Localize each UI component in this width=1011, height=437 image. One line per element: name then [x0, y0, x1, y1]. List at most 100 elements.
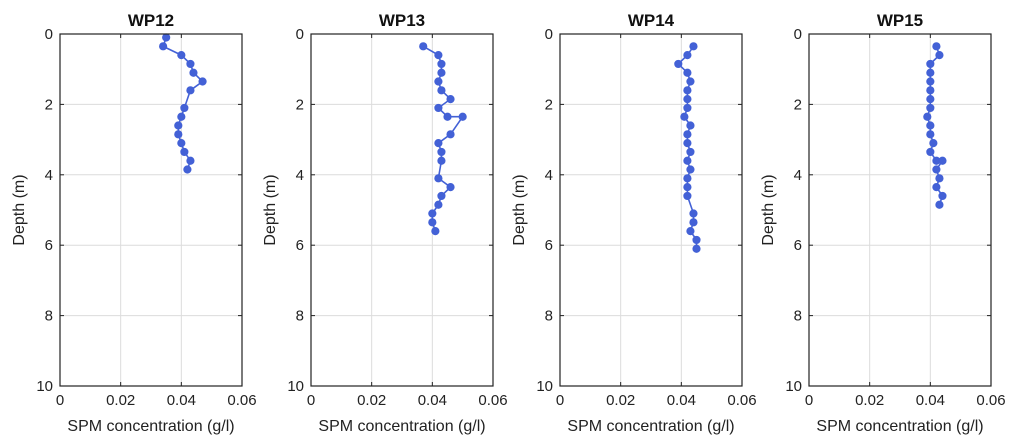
data-point: [686, 165, 695, 174]
x-tick-label: 0.06: [227, 392, 256, 409]
data-point: [683, 174, 692, 183]
data-point: [683, 191, 692, 201]
data-point: [428, 209, 437, 218]
data-point: [446, 95, 455, 104]
y-axis-label: Depth (m): [262, 174, 279, 245]
data-point: [177, 112, 186, 121]
data-point: [162, 33, 171, 42]
data-point: [434, 200, 443, 209]
data-point: [437, 59, 446, 69]
data-point: [437, 156, 446, 165]
data-point: [686, 227, 695, 236]
x-tick-label: 0.06: [976, 392, 1005, 409]
x-tick-label: 0.02: [357, 392, 386, 409]
x-axis-label: SPM concentration (g/l): [816, 418, 983, 435]
data-point: [938, 191, 947, 201]
data-point: [689, 42, 698, 51]
data-point: [683, 68, 692, 77]
chart-panel-wp15: 0 0.02 0.04 0.06 0 2 4 6 8 10 WP15 SPM concentratio…: [760, 11, 1006, 435]
data-point: [431, 227, 440, 236]
data-point: [177, 51, 186, 60]
data-point: [935, 200, 944, 209]
chart-panel-wp13: 0 0.02 0.04 0.06 0 2 4 6 8 10 WP13 SPM concentratio…: [262, 11, 508, 435]
y-tick-label: 0: [545, 26, 553, 43]
y-tick-label: 4: [296, 167, 304, 184]
data-point: [434, 103, 443, 113]
data-point: [923, 112, 932, 121]
x-tick-label: 0: [56, 392, 64, 409]
data-point: [437, 68, 446, 77]
x-tick-label: 0: [307, 392, 315, 409]
x-axis-label: SPM concentration (g/l): [67, 418, 234, 435]
chart-panel-wp12: 0 0.02 0.04 0.06 0 2 4 6 8 10 WP12 SPM concentratio…: [11, 11, 257, 435]
y-tick-label: 2: [794, 96, 802, 113]
x-tick-label: 0.02: [855, 392, 884, 409]
data-point: [198, 77, 207, 86]
x-tick-label: 0.04: [667, 392, 696, 409]
y-tick-label: 2: [45, 96, 53, 113]
chart-title: WP15: [877, 11, 923, 30]
x-tick-label: 0.02: [106, 392, 135, 409]
y-tick-label: 10: [287, 378, 304, 395]
data-point: [437, 86, 446, 95]
data-point: [926, 121, 935, 130]
y-tick-label: 2: [296, 96, 304, 113]
data-point: [686, 147, 695, 157]
data-point: [683, 103, 692, 113]
data-point: [177, 139, 186, 148]
data-point: [929, 139, 938, 148]
data-point: [180, 147, 189, 157]
data-point: [926, 77, 935, 86]
data-point: [932, 165, 941, 174]
x-tick-label: 0.04: [167, 392, 196, 409]
y-axis-label: Depth (m): [511, 174, 528, 245]
data-point: [683, 139, 692, 148]
data-point: [434, 174, 443, 183]
data-point: [689, 218, 698, 227]
data-point: [689, 209, 698, 218]
data-point: [932, 183, 941, 192]
y-tick-label: 4: [45, 167, 53, 184]
data-point: [180, 103, 189, 113]
data-point: [683, 86, 692, 95]
data-point: [183, 165, 192, 174]
data-point: [159, 42, 168, 51]
y-tick-label: 8: [296, 308, 304, 325]
x-axis-label: SPM concentration (g/l): [318, 418, 485, 435]
data-point: [926, 147, 935, 157]
data-point: [683, 95, 692, 104]
y-tick-label: 8: [794, 308, 802, 325]
data-point: [683, 130, 692, 139]
data-point: [938, 156, 947, 165]
y-tick-label: 2: [545, 96, 553, 113]
y-tick-label: 6: [45, 237, 53, 254]
y-tick-label: 10: [36, 378, 53, 395]
y-tick-label: 4: [794, 167, 802, 184]
data-point: [926, 103, 935, 113]
y-tick-label: 6: [545, 237, 553, 254]
data-point: [683, 156, 692, 165]
chart-title: WP13: [379, 11, 425, 30]
data-point: [680, 112, 689, 121]
chart-title: WP12: [128, 11, 174, 30]
x-tick-label: 0.06: [727, 392, 756, 409]
y-tick-label: 8: [45, 308, 53, 325]
data-point: [692, 235, 701, 245]
data-point: [458, 112, 467, 121]
data-point: [692, 244, 701, 253]
y-tick-label: 0: [794, 26, 802, 43]
plot-frame: [310, 33, 494, 387]
data-point: [926, 59, 935, 69]
data-point: [932, 42, 941, 51]
data-point: [437, 147, 446, 157]
data-point: [434, 139, 443, 148]
data-point: [186, 86, 195, 95]
data-point: [935, 51, 944, 60]
plot-frame: [559, 33, 743, 387]
y-tick-label: 6: [794, 237, 802, 254]
data-point: [428, 218, 437, 227]
data-point: [419, 42, 428, 51]
x-axis-label: SPM concentration (g/l): [567, 418, 734, 435]
y-axis-label: Depth (m): [760, 174, 777, 245]
y-axis-label: Depth (m): [11, 174, 28, 245]
